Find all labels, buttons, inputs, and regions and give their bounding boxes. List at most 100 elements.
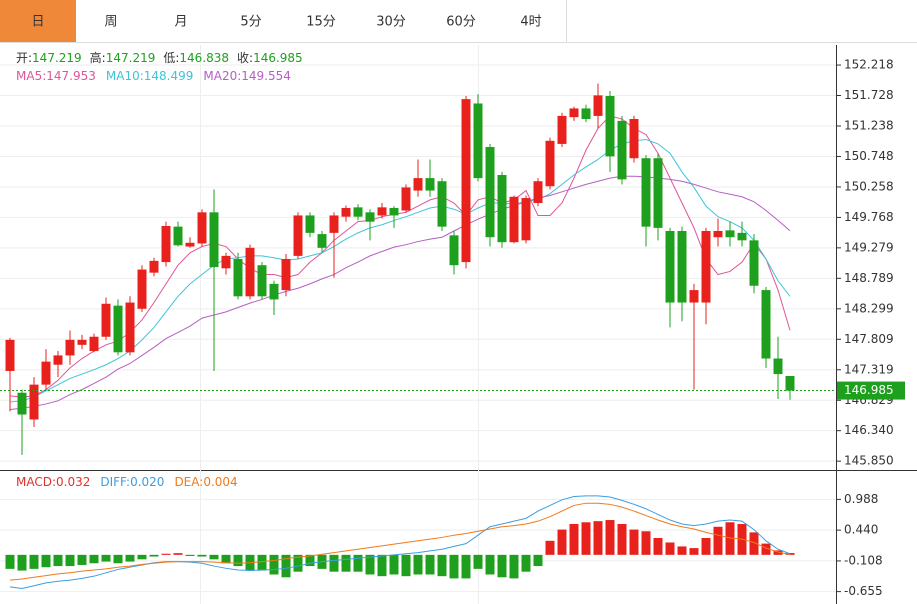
candle-body — [761, 290, 771, 359]
macd-bar — [461, 554, 471, 579]
quote-label: 开: — [16, 51, 32, 65]
y-tick-label: -0.108 — [844, 553, 883, 567]
macd-bar — [677, 546, 687, 555]
candle-body — [701, 230, 711, 303]
legend-value: 0.020 — [130, 475, 164, 489]
tab[interactable] — [426, 0, 496, 42]
y-tick-label: 150.748 — [844, 149, 894, 163]
candle-body — [725, 230, 735, 238]
tab-label[interactable]: 日 — [31, 15, 44, 30]
candle-body — [641, 158, 651, 227]
tab-label[interactable]: 60分 — [446, 15, 476, 30]
macd-bar — [701, 538, 711, 555]
macd-bar — [197, 554, 207, 557]
y-tick-label: -0.655 — [844, 584, 883, 598]
macd-bar — [545, 540, 555, 555]
candle-body — [233, 258, 243, 297]
legend-name: DEA: — [174, 475, 203, 489]
legend-name: DIFF: — [100, 475, 130, 489]
y-tick-label: 148.789 — [844, 271, 894, 285]
macd-bar — [401, 554, 411, 577]
y-tick-label: 0.440 — [844, 523, 878, 537]
quote-value: 146.838 — [179, 51, 229, 65]
tab-label[interactable]: 15分 — [306, 15, 336, 30]
legend-name: MA5: — [16, 69, 46, 83]
last-price-label: 146.985 — [844, 383, 894, 397]
candle-body — [293, 215, 303, 256]
legend-value: 0.004 — [203, 475, 237, 489]
candle-body — [137, 269, 147, 309]
candle-body — [629, 119, 639, 159]
tab-label[interactable]: 周 — [104, 15, 117, 30]
candle-body — [365, 212, 375, 222]
macd-bar — [785, 553, 795, 555]
candle-body — [437, 181, 447, 227]
tab[interactable] — [286, 0, 356, 42]
candle-body — [461, 99, 471, 263]
candle-body — [749, 240, 759, 286]
macd-bar — [413, 554, 423, 575]
macd-bar — [629, 529, 639, 555]
macd-bar — [761, 543, 771, 555]
tab-label[interactable]: 30分 — [376, 15, 406, 30]
indicator-line — [9, 502, 791, 581]
macd-bar — [377, 554, 387, 577]
macd-bar — [473, 554, 483, 569]
tab[interactable] — [356, 0, 426, 42]
candle-body — [209, 212, 219, 268]
macd-bar — [113, 554, 123, 564]
y-tick-label: 0.988 — [844, 492, 878, 506]
candle-body — [353, 207, 363, 217]
indicator-line — [9, 139, 791, 403]
candle-body — [5, 339, 15, 371]
macd-bar — [653, 538, 663, 555]
macd-bar — [557, 529, 567, 555]
macd-bar — [389, 554, 399, 575]
candle-body — [161, 226, 171, 263]
macd-bar — [65, 554, 75, 567]
legend-value: 0.032 — [56, 475, 90, 489]
candle-body — [533, 181, 543, 204]
quote-label: 高: — [90, 50, 106, 65]
macd-bar — [533, 554, 543, 567]
macd-bar — [173, 553, 183, 555]
y-tick-label: 151.728 — [844, 88, 894, 102]
tab-label[interactable]: 5分 — [240, 15, 261, 30]
candle-body — [305, 215, 315, 233]
macd-bar — [281, 554, 291, 578]
macd-bar — [269, 554, 279, 575]
macd-bar — [125, 554, 135, 562]
tab-label[interactable]: 月 — [174, 15, 187, 30]
macd-bar — [773, 550, 783, 555]
y-tick-label: 149.279 — [844, 240, 894, 254]
legend-value: 148.499 — [144, 69, 194, 83]
candle-body — [785, 375, 795, 391]
macd-bar — [569, 523, 579, 555]
macd-bar — [29, 554, 39, 569]
candle-body — [605, 96, 615, 157]
tab[interactable] — [216, 0, 286, 42]
tab-label[interactable]: 4时 — [520, 15, 541, 30]
candle-body — [593, 95, 603, 116]
macd-bar — [137, 554, 147, 560]
tab[interactable] — [76, 0, 146, 42]
macd-bar — [209, 554, 219, 560]
quote-label: 低: — [163, 51, 179, 65]
candle-body — [257, 265, 267, 297]
candle-body — [413, 178, 423, 191]
tab[interactable] — [496, 0, 566, 42]
tab[interactable] — [146, 0, 216, 42]
macd-bar — [149, 554, 159, 557]
candle-body — [377, 207, 387, 216]
macd-bar — [665, 542, 675, 555]
macd-bar — [5, 554, 15, 569]
tab[interactable] — [0, 0, 76, 42]
candle-body — [581, 108, 591, 120]
macd-bar — [17, 554, 27, 571]
candle-body — [569, 108, 579, 118]
candle-body — [665, 230, 675, 303]
candle-body — [125, 302, 135, 353]
y-tick-label: 145.850 — [844, 454, 894, 468]
